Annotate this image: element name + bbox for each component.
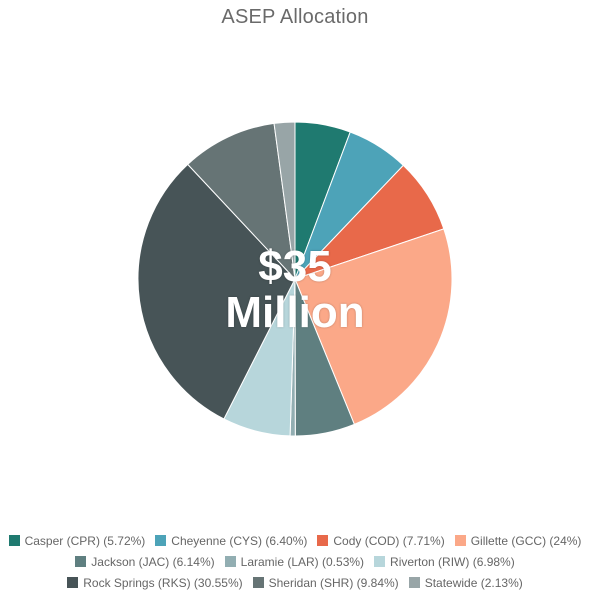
chart-legend: Casper (CPR) (5.72%) Cheyenne (CYS) (6.40… — [0, 530, 590, 593]
legend-swatch — [408, 577, 420, 588]
legend-item[interactable]: Sheridan (SHR) (9.84%) — [252, 575, 399, 590]
legend-item[interactable]: Casper (CPR) (5.72%) — [8, 533, 146, 548]
legend-item[interactable]: Rock Springs (RKS) (30.55%) — [67, 575, 243, 590]
legend-label: Cody (COD) (7.71%) — [333, 533, 445, 548]
pie-slice-3[interactable] — [294, 228, 453, 426]
legend-item[interactable]: Laramie (LAR) (0.53%) — [224, 554, 365, 569]
legend-label: Laramie (LAR) (0.53%) — [240, 554, 365, 569]
legend-item[interactable]: Cody (COD) (7.71%) — [317, 533, 445, 548]
pie-slice-7[interactable] — [137, 163, 296, 420]
legend-label: Riverton (RIW) (6.98%) — [390, 554, 515, 569]
center-label-amount: $35 — [258, 242, 332, 291]
legend-row: Jackson (JAC) (6.14%) Laramie (LAR) (0.53… — [0, 551, 590, 572]
legend-label: Statewide (2.13%) — [424, 575, 523, 590]
center-label: $35 Million — [195, 244, 395, 336]
legend-swatch — [252, 577, 264, 588]
legend-swatch — [75, 556, 87, 567]
legend-label: Jackson (JAC) (6.14%) — [91, 554, 215, 569]
legend-label: Sheridan (SHR) (9.84%) — [268, 575, 399, 590]
legend-item[interactable]: Gillette (GCC) (24%) — [454, 533, 582, 548]
pie-slice-8[interactable] — [187, 122, 296, 281]
legend-label: Cheyenne (CYS) (6.40%) — [171, 533, 308, 548]
legend-row: Rock Springs (RKS) (30.55%) Sheridan (SHR… — [0, 572, 590, 593]
legend-swatch — [454, 535, 466, 546]
legend-swatch — [155, 535, 167, 546]
legend-item[interactable]: Jackson (JAC) (6.14%) — [75, 554, 215, 569]
legend-swatch — [67, 577, 79, 588]
legend-swatch — [8, 535, 20, 546]
legend-label: Casper (CPR) (5.72%) — [24, 533, 146, 548]
legend-label: Rock Springs (RKS) (30.55%) — [83, 575, 243, 590]
legend-row: Casper (CPR) (5.72%) Cheyenne (CYS) (6.40… — [0, 530, 590, 551]
legend-item[interactable]: Cheyenne (CYS) (6.40%) — [155, 534, 307, 548]
legend-swatch — [224, 556, 236, 567]
chart-title: ASEP Allocation — [221, 6, 369, 28]
legend-item[interactable]: Riverton (RIW) (6.98%) — [374, 555, 515, 569]
legend-swatch — [374, 556, 386, 567]
legend-item[interactable]: Statewide (2.13%) — [408, 575, 523, 590]
legend-swatch — [317, 535, 329, 546]
legend-label: Gillette (GCC) (24%) — [470, 533, 582, 548]
pie-slice-9[interactable] — [273, 121, 296, 280]
center-label-unit: Million — [225, 288, 365, 337]
